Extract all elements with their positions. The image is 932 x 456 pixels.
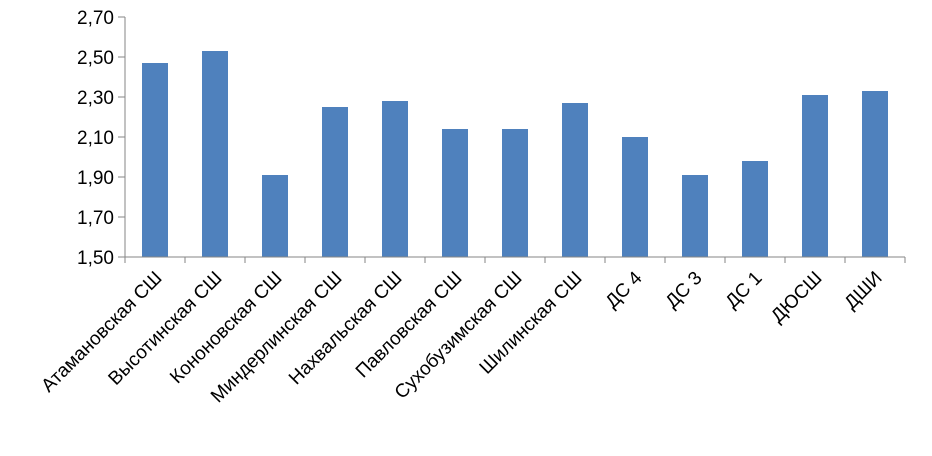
bar	[202, 51, 228, 257]
bar	[562, 103, 588, 257]
x-tick-label: Кононовская СШ	[166, 268, 286, 388]
x-tick-label: ДШИ	[841, 268, 887, 314]
x-axis	[124, 256, 906, 263]
x-tick-label: ДС 1	[722, 268, 767, 313]
bar	[442, 129, 468, 257]
y-tick-label: 2,50	[77, 48, 114, 69]
bar	[862, 91, 888, 257]
x-tick-label: ДС 4	[602, 267, 647, 312]
y-tick-label: 1,50	[77, 248, 114, 269]
y-tick-label: 2,30	[77, 88, 114, 109]
bars-group	[142, 51, 888, 257]
bar	[802, 95, 828, 257]
bar	[622, 137, 648, 257]
bar	[742, 161, 768, 257]
x-tick-label: ДЮСШ	[767, 268, 826, 327]
bar	[262, 175, 288, 257]
x-tick-label: Павловская СШ	[352, 268, 467, 383]
bar	[502, 129, 528, 257]
x-tick-label: Нахвальская СШ	[285, 268, 406, 389]
y-tick-label: 2,70	[77, 8, 114, 29]
y-tick-label: 2,10	[77, 128, 114, 149]
y-tick-label: 1,70	[77, 208, 114, 229]
x-tick-label: Шилинская СШ	[476, 268, 587, 379]
x-tick-label: ДС 3	[662, 268, 707, 313]
bar	[142, 63, 168, 257]
bar	[382, 101, 408, 257]
y-axis: 1,50 1,70 1,90 2,10 2,30 2,50 2,70	[77, 8, 126, 269]
y-tick-label: 1,90	[77, 168, 114, 189]
x-tick-label: Высотинская СШ	[105, 268, 227, 390]
bar	[682, 175, 708, 257]
bar	[322, 107, 348, 257]
